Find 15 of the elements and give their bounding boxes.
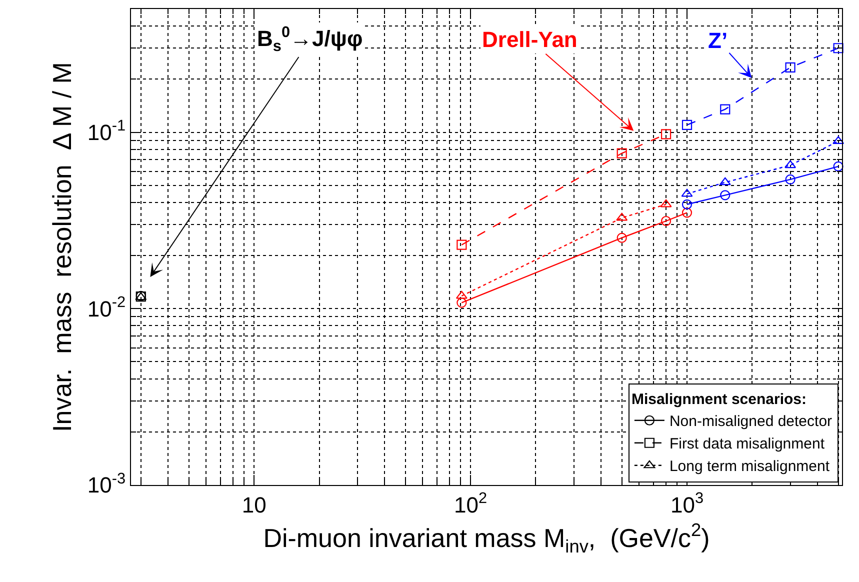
x-tick-label: 10 <box>242 492 266 518</box>
annotation: Z’ <box>708 28 728 53</box>
legend-label: Long term misalignment <box>669 458 830 476</box>
y-tick-label: 10$^{-2}$ <box>87 294 126 322</box>
x-tick-label: 10$^{2}$ <box>454 490 488 518</box>
legend-title: Misalignment scenarios: <box>631 391 807 408</box>
y-tick-label: 10$^{-1}$ <box>87 118 126 145</box>
legend-label: First data misalignment <box>669 436 826 453</box>
x-tick-label: 10$^{3}$ <box>670 490 704 518</box>
legend-label: Non-misaligned detector <box>669 413 832 430</box>
y-tick-label: 10$^{-3}$ <box>87 470 126 498</box>
y-axis-title: Invar. mass resolution Δ M / M <box>46 62 77 432</box>
x-axis-title: Di-muon invariant mass M$_{inv}$, (GeV/c$^{2}$) <box>263 520 710 557</box>
annotation: B$_{s}$$^{0}$→J/ψφ <box>257 24 363 55</box>
annotation: Drell-Yan <box>482 27 578 52</box>
